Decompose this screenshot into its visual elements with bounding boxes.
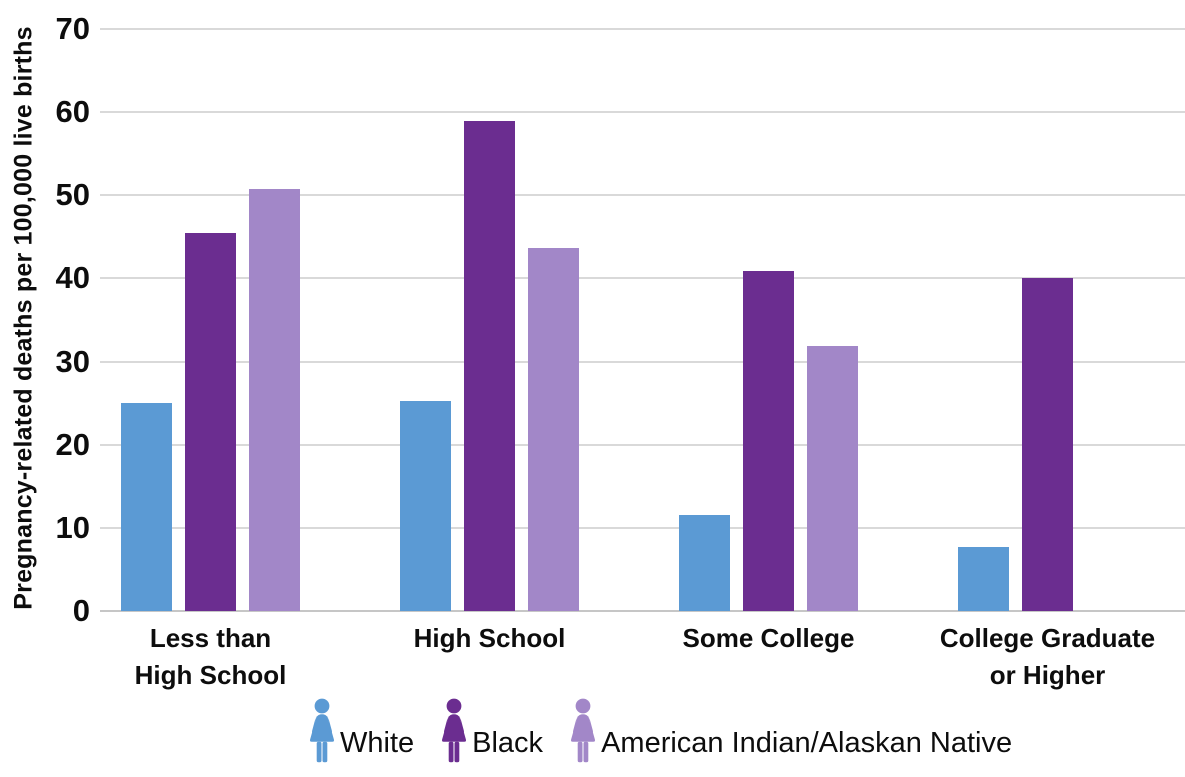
gridline-60 (100, 111, 1185, 114)
bar-white-some-college (679, 514, 730, 611)
gridline-20 (100, 443, 1185, 446)
legend: White Black American Indian/Alaskan Native (306, 698, 1012, 764)
bar-white-high-school (400, 401, 451, 611)
legend-item-black: Black (438, 698, 543, 764)
y-tick-label-30: 30 (55, 343, 90, 379)
x-category-label-some-college: Some College (682, 623, 855, 653)
legend-label-white: White (340, 727, 415, 759)
y-tick-label-0: 0 (72, 593, 90, 628)
female-figure-icon-american-indian-alaskan-native (567, 698, 599, 764)
legend-item-american-indian-alaskan-native: American Indian/Alaskan Native (567, 698, 1012, 764)
bar-american-indian-alaskan-native-less-than-high-school (249, 188, 300, 611)
legend-label-american-indian-alaskan-native: American Indian/Alaskan Native (601, 727, 1013, 759)
x-category-label-college-graduate-or-higher: College Graduate or Higher (939, 623, 1156, 690)
legend-item-white: White (306, 698, 414, 764)
bar-black-some-college (743, 270, 794, 611)
bar-black-less-than-high-school (185, 232, 236, 611)
gridline-50 (100, 194, 1185, 197)
female-figure-icon-white (306, 698, 338, 764)
gridline-10 (100, 526, 1185, 529)
bar-american-indian-alaskan-native-some-college (807, 345, 858, 611)
x-axis-baseline (100, 610, 1185, 612)
bar-american-indian-alaskan-native-high-school (528, 248, 579, 611)
bar-white-less-than-high-school (121, 403, 172, 611)
gridline-30 (100, 360, 1185, 363)
y-tick-label-10: 10 (55, 509, 90, 545)
x-category-label-less-than-high-school: Less than High School (134, 623, 287, 690)
bar-black-high-school (464, 121, 515, 611)
y-tick-label-60: 60 (55, 94, 90, 130)
gridline-70 (100, 28, 1185, 30)
y-tick-label-40: 40 (55, 260, 90, 296)
x-category-label-high-school: High School (413, 623, 566, 653)
female-figure-icon-black (438, 698, 470, 764)
bar-black-college-graduate-or-higher (1022, 278, 1073, 611)
bar-white-college-graduate-or-higher (958, 546, 1009, 611)
y-tick-label-20: 20 (55, 426, 90, 462)
y-tick-label-70: 70 (55, 11, 90, 46)
legend-label-black: Black (472, 727, 544, 759)
y-tick-label-50: 50 (55, 177, 90, 213)
gridline-40 (100, 277, 1185, 280)
